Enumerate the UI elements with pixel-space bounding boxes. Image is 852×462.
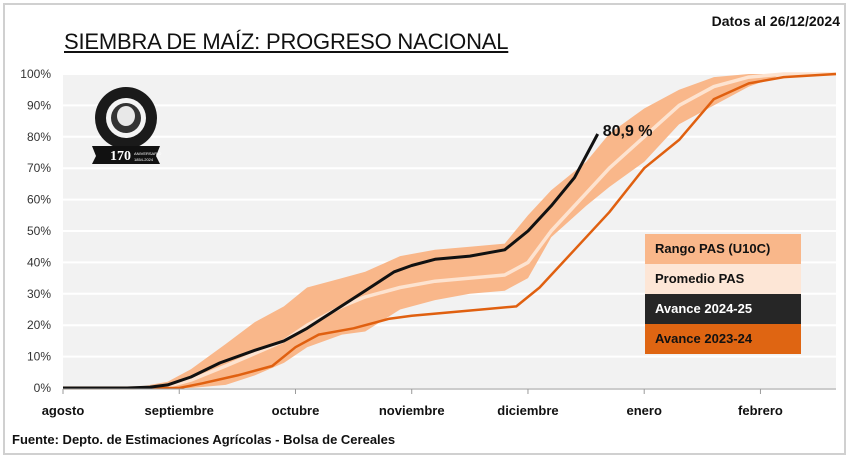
logo-emblem-icon: 170 ANIVERSARIO 1854-2024	[92, 87, 161, 164]
y-tick-label: 40%	[27, 255, 51, 269]
y-axis: 0% 10% 20% 30% 40% 50% 60% 70% 80% 90% 100%	[20, 67, 51, 395]
legend: Rango PAS (U10C) Promedio PAS Avance 202…	[645, 234, 801, 354]
chart-title: SIEMBRA DE MAÍZ: PROGRESO NACIONAL	[64, 29, 509, 54]
svg-text:ANIVERSARIO: ANIVERSARIO	[134, 151, 161, 156]
x-axis: agosto septiembre octubre noviembre diciembr…	[42, 388, 836, 418]
range-band	[63, 74, 836, 388]
x-tick-label: octubre	[272, 403, 320, 418]
x-tick-label: noviembre	[379, 403, 445, 418]
legend-label: Rango PAS (U10C)	[655, 241, 771, 256]
current-season-line	[63, 133, 600, 390]
previous-season-line	[63, 72, 837, 390]
y-tick-label: 70%	[27, 161, 51, 175]
x-tick-label: agosto	[42, 403, 85, 418]
y-tick-label: 50%	[27, 224, 51, 238]
y-tick-label: 20%	[27, 318, 51, 332]
bolsa-de-cereales-logo: 170 ANIVERSARIO 1854-2024	[86, 84, 166, 166]
svg-text:1854-2024: 1854-2024	[134, 157, 154, 162]
y-tick-label: 90%	[27, 98, 51, 112]
y-tick-label: 60%	[27, 193, 51, 207]
x-tick-label: enero	[626, 403, 661, 418]
legend-item-2024-25: Avance 2024-25	[645, 294, 801, 324]
y-tick-label: 10%	[27, 350, 51, 364]
legend-item-average: Promedio PAS	[645, 264, 801, 294]
y-tick-label: 30%	[27, 287, 51, 301]
average-line	[63, 72, 836, 390]
legend-label: Promedio PAS	[655, 271, 745, 286]
legend-item-range: Rango PAS (U10C)	[645, 234, 801, 264]
y-tick-label: 0%	[34, 381, 52, 395]
series-group	[63, 72, 837, 390]
y-tick-label: 80%	[27, 130, 51, 144]
x-tick-label: diciembre	[497, 403, 558, 418]
y-tick-label: 100%	[20, 67, 51, 81]
legend-label: Avance 2023-24	[655, 331, 753, 346]
current-value-label: 80,9 %	[603, 123, 653, 140]
x-tick-label: septiembre	[145, 403, 214, 418]
legend-label: Avance 2024-25	[655, 301, 753, 316]
x-tick-label: febrero	[738, 403, 783, 418]
source-note: Fuente: Depto. de Estimaciones Agrícolas…	[12, 432, 396, 447]
logo-badge-number: 170	[110, 149, 131, 164]
legend-item-2023-24: Avance 2023-24	[645, 324, 801, 354]
data-date-label: Datos al 26/12/2024	[711, 13, 840, 29]
